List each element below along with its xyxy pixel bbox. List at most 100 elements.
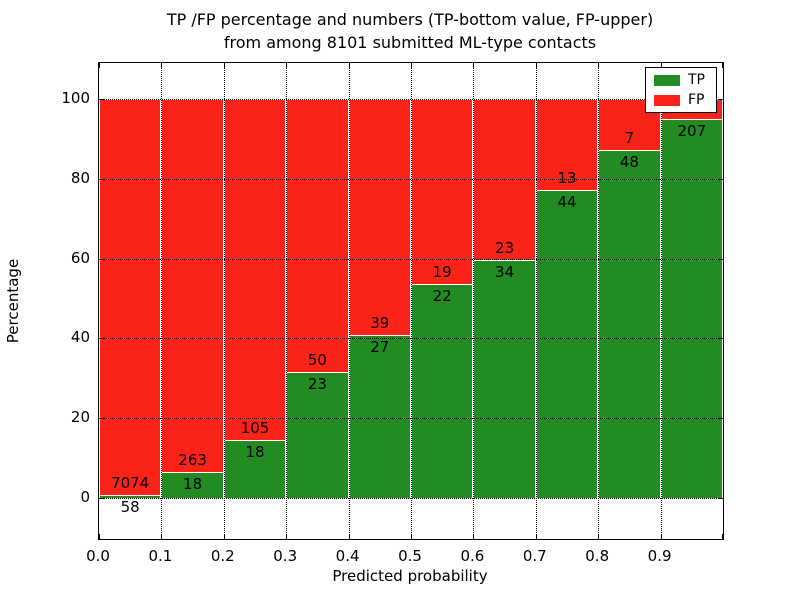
legend-label-fp: FP [688, 92, 705, 108]
y-axis-label: Percentage [4, 258, 22, 344]
bar-segment-fp [99, 99, 162, 495]
x-tick-mark [223, 534, 225, 539]
gridline-vertical [286, 63, 288, 539]
y-tick-mark [99, 338, 104, 340]
x-tick-label: 0.0 [86, 547, 110, 565]
legend-item-tp: TP [654, 73, 708, 87]
x-tick-label: 0.1 [148, 547, 173, 565]
tp-count-label: 18 [183, 475, 203, 494]
tp-count-label: 18 [245, 442, 265, 461]
bar-segment-fp [286, 99, 349, 373]
y-tick-label: 100 [61, 89, 90, 107]
x-tick-mark [348, 534, 350, 539]
gridline-vertical [223, 63, 225, 539]
fp-count-label: 39 [370, 313, 390, 332]
bar-segment-fp [411, 99, 474, 284]
x-tick-mark [473, 63, 475, 68]
x-tick-mark [99, 63, 100, 68]
bar-segment-tp [348, 334, 411, 498]
tp-count-label: 207 [677, 121, 707, 140]
fp-count-label: 13 [557, 169, 577, 187]
tp-count-label: 27 [370, 337, 390, 356]
x-tick-mark [223, 63, 225, 68]
y-tick-label: 80 [70, 168, 90, 187]
tp-count-label: 23 [307, 375, 327, 394]
y-tick-label: 20 [70, 408, 90, 427]
x-tick-label: 0.6 [460, 547, 485, 565]
bar-segment-tp [223, 439, 287, 498]
x-tick-mark [411, 63, 412, 68]
bar-segment-tp [99, 494, 162, 498]
x-tick-mark [473, 534, 475, 539]
x-tick-mark [598, 534, 600, 539]
x-tick-mark [660, 63, 662, 68]
bar-segment-tp [660, 118, 723, 498]
y-tick-mark [99, 178, 104, 180]
legend-swatch-tp [654, 74, 680, 86]
gridline-vertical [598, 63, 600, 539]
x-tick-mark [286, 534, 288, 539]
y-tick-mark [718, 418, 723, 420]
gridline-vertical [161, 63, 163, 539]
x-tick-label: 0.5 [398, 547, 422, 565]
gridline-vertical [535, 63, 537, 539]
x-tick-mark [722, 534, 723, 539]
x-tick-label: 0.3 [273, 547, 298, 565]
chart-title-line2: from among 8101 submitted ML-type contac… [223, 33, 597, 52]
x-tick-mark [161, 63, 163, 68]
y-tick-label: 60 [70, 248, 90, 267]
x-tick-label: 0.9 [647, 547, 672, 565]
bar-segment-tp [598, 149, 661, 498]
y-tick-mark [99, 99, 104, 100]
fp-count-label: 19 [432, 262, 452, 281]
tp-count-label: 58 [120, 497, 140, 516]
y-tick-mark [718, 258, 723, 260]
bar-segment-fp [223, 99, 287, 440]
fp-count-label: 105 [240, 418, 270, 437]
legend-item-fp: FP [654, 93, 708, 107]
x-tick-mark [535, 63, 537, 68]
tp-count-label: 44 [557, 193, 577, 211]
plot-canvas: 7074 58 263 18 105 18 50 23 39 27 19 22 23 34 13 44 7 48 2… [99, 63, 723, 539]
tp-count-label: 34 [495, 262, 515, 281]
bar-segment-tp [286, 372, 349, 498]
y-tick-mark [99, 418, 104, 420]
legend-label-tp: TP [688, 72, 705, 88]
fp-count-label: 50 [307, 351, 327, 370]
x-tick-mark [286, 63, 288, 68]
y-tick-mark [718, 498, 723, 499]
x-tick-mark [411, 534, 412, 539]
fp-count-label: 263 [178, 451, 207, 470]
fp-count-label: 7 [624, 128, 635, 147]
y-tick-mark [718, 178, 723, 180]
x-tick-label: 0.8 [585, 547, 610, 565]
x-axis-label: Predicted probability [332, 567, 488, 585]
x-tick-mark [535, 534, 537, 539]
y-tick-label: 0 [80, 488, 90, 506]
x-tick-mark [660, 534, 662, 539]
bar-segment-fp [348, 99, 411, 335]
bar-segment-tp [473, 259, 536, 498]
legend-swatch-fp [654, 94, 680, 106]
bar-segment-tp [411, 283, 474, 498]
gridline-vertical [473, 63, 475, 539]
x-tick-mark [722, 63, 723, 68]
gridline-vertical [411, 63, 412, 539]
x-tick-label: 0.7 [522, 547, 547, 565]
bar-segment-fp [161, 99, 224, 473]
fp-count-label: 7074 [111, 473, 150, 492]
gridline-vertical [348, 63, 350, 539]
bar-segment-tp [535, 190, 599, 498]
x-tick-mark [348, 63, 350, 68]
x-tick-label: 0.2 [210, 547, 235, 565]
plot-area: 7074 58 263 18 105 18 50 23 39 27 19 22 23 34 13 44 7 48 2… [98, 62, 724, 540]
y-tick-mark [718, 338, 723, 340]
tp-count-label: 48 [619, 152, 639, 171]
x-tick-label: 0.4 [335, 547, 360, 565]
y-tick-mark [99, 258, 104, 260]
y-tick-label: 40 [70, 328, 90, 347]
gridline-vertical [660, 63, 662, 539]
fp-count-label: 23 [495, 238, 515, 257]
x-tick-mark [99, 534, 100, 539]
